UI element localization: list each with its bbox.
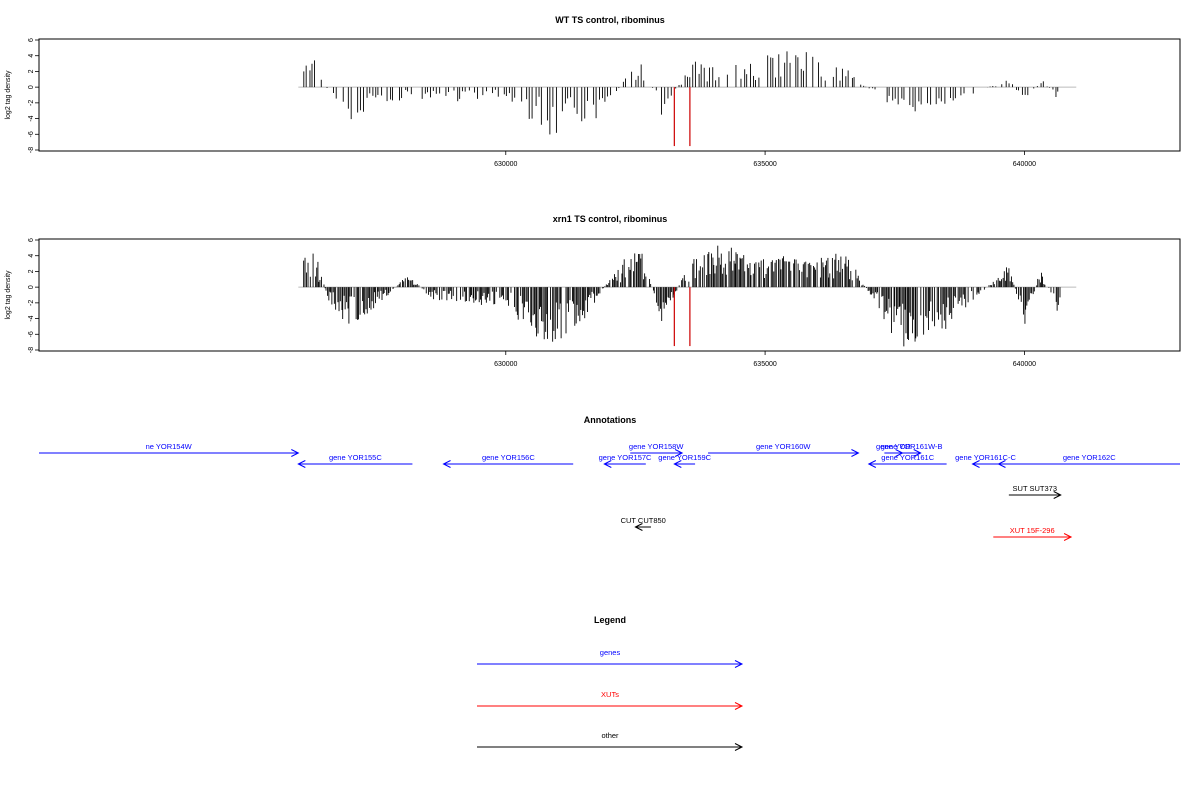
feature-arrow-head: [603, 460, 612, 468]
feature-arrow-head: [867, 460, 877, 468]
legend-label: other: [601, 731, 619, 740]
wt-y-tick-label: 4: [28, 54, 35, 58]
legend: Legend genes XUTs other: [477, 615, 744, 751]
xrn1-y-tick-label: 6: [28, 238, 35, 242]
wt-x-tick-label: 640000: [1013, 161, 1036, 168]
annotation-feature: gene YOR162C: [997, 453, 1180, 468]
wt-x-tick-label: 635000: [753, 161, 776, 168]
legend-item: XUTs: [477, 690, 744, 710]
xrn1-y-tick-label: -6: [28, 331, 35, 337]
feature-arrow-head: [913, 449, 922, 457]
xrn1-x-tick-label: 635000: [753, 361, 776, 368]
xrn1-plot-frame: [38, 238, 1181, 352]
feature-arrow-head: [291, 449, 300, 457]
xrn1-x-tick-label: 630000: [494, 361, 517, 368]
wt-y-tick-label: -4: [28, 115, 35, 121]
feature-label: CUT CUT850: [621, 516, 666, 525]
legend-item: genes: [477, 648, 744, 668]
feature-arrow-head: [1053, 491, 1062, 499]
wt-y-tick-label: -8: [28, 147, 35, 153]
annotation-feature: ne YOR154W: [39, 442, 300, 457]
xrn1-y-tick-label: 2: [28, 269, 35, 273]
wt-y-ticks: 6 4 2 0 -2 -4 -6 -8: [28, 38, 39, 153]
annotation-feature: gene YOR157C: [599, 453, 652, 468]
feature-label: gene YOR157C: [599, 453, 652, 462]
feature-label: gene YOR156C: [482, 453, 535, 462]
wt-plot-frame: [38, 38, 1181, 152]
feature-label: gene YOR158W: [629, 442, 684, 451]
legend-label: genes: [600, 648, 621, 657]
feature-arrow-head: [851, 449, 860, 457]
annotations-title: Annotations: [584, 415, 637, 425]
annotation-feature: gene YOR161C-C: [955, 453, 1016, 468]
feature-label: ne YOR154W: [146, 442, 193, 451]
feature-arrow-head: [971, 460, 980, 468]
feature-label: gene YOR159C: [658, 453, 711, 462]
legend-item: other: [477, 731, 744, 751]
feature-arrow-head: [1063, 533, 1073, 541]
xrn1-bars: [298, 245, 1077, 347]
wt-x-ticks: 630000 635000 640000: [494, 151, 1036, 168]
xrn1-y-tick-label: 0: [28, 285, 35, 289]
wt-bars: [298, 51, 1077, 147]
feature-label: gene YOR: [876, 442, 911, 451]
feature-arrow-head: [297, 460, 306, 468]
xrn1-panel: xrn1 TS control, ribominus log2 tag dens…: [5, 214, 1181, 368]
legend-arrow-head: [734, 743, 744, 751]
xrn1-y-tick-label: -8: [28, 347, 35, 353]
wt-y-tick-label: 0: [28, 85, 35, 89]
annotation-feature: XUT 15F-296: [993, 526, 1073, 541]
feature-label: gene YOR161W-B: [881, 442, 943, 451]
feature-label: gene YOR155C: [329, 453, 382, 462]
feature-arrow-head: [673, 460, 682, 468]
wt-panel: WT TS control, ribominus log2 tag densit…: [5, 15, 1181, 168]
feature-label: gene YOR160W: [756, 442, 811, 451]
annotation-features: ne YOR154W gene YOR155C gene YOR156C gene Y…: [39, 442, 1180, 541]
legend-label: XUTs: [601, 690, 619, 699]
annotation-feature: gene YOR161W-B: [881, 442, 943, 457]
feature-label: gene YOR161C-C: [955, 453, 1016, 462]
annotation-feature: gene YOR160W: [708, 442, 860, 457]
xrn1-y-tick-label: 4: [28, 254, 35, 258]
feature-label: SUT SUT373: [1013, 484, 1057, 493]
legend-arrow-head: [734, 660, 744, 668]
legend-items: genes XUTs other: [477, 648, 744, 751]
annotation-feature: gene YOR155C: [297, 453, 413, 468]
xrn1-y-ticks: 6 4 2 0 -2 -4 -6 -8: [28, 238, 39, 353]
wt-y-tick-label: 6: [28, 38, 35, 42]
xrn1-x-tick-label: 640000: [1013, 361, 1036, 368]
annotation-feature: gene YOR158W: [629, 442, 684, 457]
feature-arrow-head: [442, 460, 451, 468]
wt-y-tick-label: -2: [28, 100, 35, 106]
annotation-feature: gene YOR156C: [442, 453, 574, 468]
feature-label: XUT 15F-296: [1010, 526, 1055, 535]
xrn1-y-tick-label: -4: [28, 315, 35, 321]
wt-x-tick-label: 630000: [494, 161, 517, 168]
feature-arrow-head: [997, 460, 1006, 468]
wt-panel-title: WT TS control, ribominus: [555, 15, 665, 25]
wt-y-tick-label: 2: [28, 69, 35, 73]
annotations-panel: Annotations ne YOR154W gene YOR155C gene Y…: [39, 415, 1180, 541]
xrn1-y-axis-label: log2 tag density: [5, 270, 12, 320]
legend-title: Legend: [594, 615, 626, 625]
xrn1-panel-title: xrn1 TS control, ribominus: [553, 214, 668, 224]
xrn1-y-tick-label: -2: [28, 300, 35, 306]
legend-arrow-head: [734, 702, 744, 710]
wt-y-tick-label: -6: [28, 131, 35, 137]
feature-arrow-head: [674, 449, 684, 457]
annotation-feature: SUT SUT373: [1008, 484, 1062, 499]
annotation-feature: gene YOR161C: [867, 453, 947, 468]
wt-y-axis-label: log2 tag density: [5, 70, 12, 120]
annotation-feature: CUT CUT850: [621, 516, 666, 531]
feature-label: gene YOR161C: [881, 453, 934, 462]
feature-arrow-head: [634, 523, 643, 531]
annotation-feature: gene YOR159C: [658, 453, 712, 468]
xrn1-x-ticks: 630000 635000 640000: [494, 351, 1036, 368]
feature-label: gene YOR162C: [1063, 453, 1116, 462]
